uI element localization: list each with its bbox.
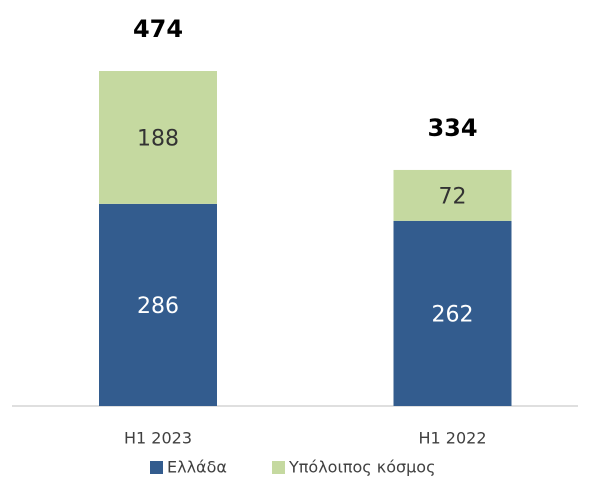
data-label: 72 [439,184,467,209]
total-label: 334 [427,114,477,142]
x-tick-label: H1 2022 [418,429,486,448]
legend-swatch [272,461,285,474]
data-label: 286 [137,294,179,319]
bar-segment [393,220,512,406]
x-tick-label: H1 2023 [124,429,192,448]
total-label: 474 [133,15,183,43]
data-label: 262 [432,302,474,327]
data-label: 188 [137,126,179,151]
legend-label: Υπόλοιπος κόσμος [288,458,435,477]
legend-label: Ελλάδα [167,458,227,477]
legend-swatch [150,461,163,474]
bar-segment [99,203,217,406]
bar-segment [393,169,512,221]
bar-segment [99,71,217,204]
